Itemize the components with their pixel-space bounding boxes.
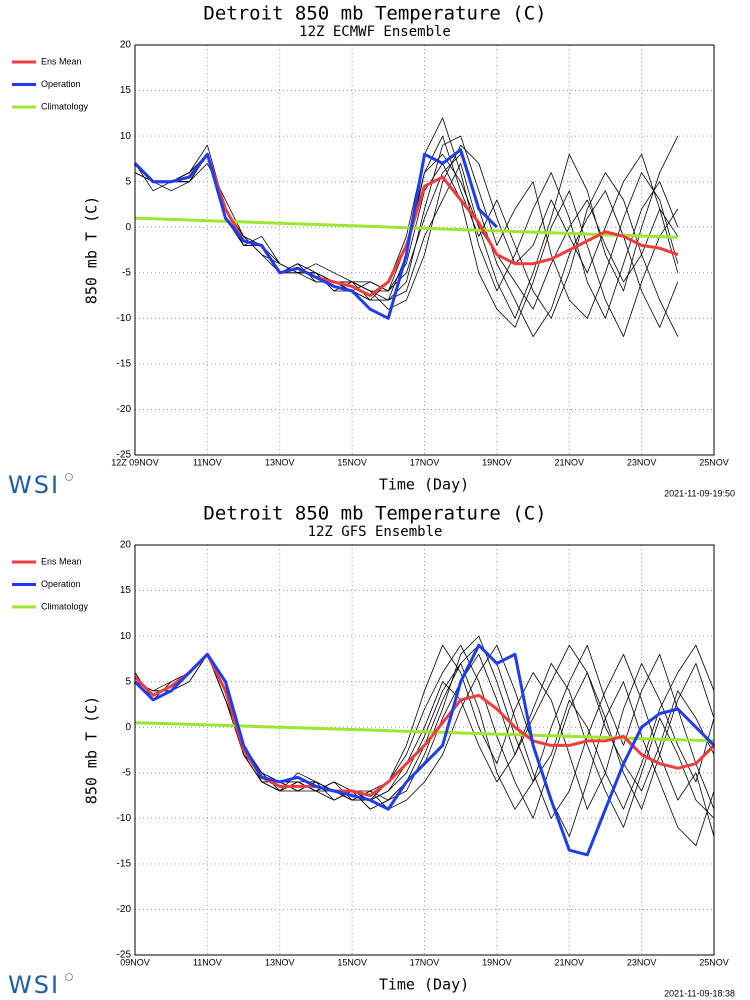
- y-tick-label: -15: [117, 859, 132, 870]
- logo: WSI: [8, 971, 60, 999]
- x-tick-label: 23NOV: [627, 957, 657, 967]
- y-tick-label: 15: [120, 85, 132, 96]
- y-tick-label: -10: [117, 313, 132, 324]
- x-tick-label: 17NOV: [410, 957, 440, 967]
- x-tick-label: 13NOV: [265, 457, 295, 467]
- legend-label: Climatology: [41, 601, 89, 611]
- timestamp: 2021-11-09-18:38: [664, 988, 735, 998]
- chart-subtitle: 12Z GFS Ensemble: [308, 524, 443, 540]
- y-tick-label: 20: [120, 40, 132, 51]
- x-tick-label: 21NOV: [554, 957, 584, 967]
- y-tick-label: 10: [120, 631, 132, 642]
- y-tick-label: 20: [120, 540, 132, 551]
- x-tick-label: 12Z 09NOV: [111, 457, 159, 467]
- member-line: [134, 635, 715, 810]
- y-tick-label: 0: [125, 222, 131, 233]
- legend-label: Operation: [41, 579, 81, 589]
- y-tick-label: -10: [117, 813, 132, 824]
- series-line: [133, 148, 498, 320]
- x-tick-label: 15NOV: [337, 457, 367, 467]
- logo-mark: [65, 473, 73, 481]
- plot-frame: [134, 44, 715, 456]
- x-tick-label: 19NOV: [482, 957, 512, 967]
- y-tick-label: -5: [122, 267, 131, 278]
- y-axis-title: 850 mb T (C): [83, 196, 101, 304]
- member-line: [134, 644, 715, 801]
- x-tick-label: 19NOV: [482, 457, 512, 467]
- timestamp: 2021-11-09-19:50: [664, 488, 735, 498]
- legend-label: Ens Mean: [41, 56, 82, 66]
- y-tick-label: 5: [125, 176, 131, 187]
- series-line: [133, 652, 716, 798]
- member-line: [134, 163, 679, 337]
- series-line: [134, 216, 678, 239]
- y-tick-label: -5: [122, 767, 131, 778]
- x-tick-label: 11NOV: [193, 457, 222, 467]
- x-axis-title: Time (Day): [379, 976, 469, 994]
- legend-label: Ens Mean: [41, 556, 82, 566]
- chart-title: Detroit 850 mb Temperature (C): [203, 3, 546, 25]
- x-tick-label: 09NOV: [120, 957, 150, 967]
- x-tick-label: 25NOV: [699, 457, 729, 467]
- y-tick-label: -15: [117, 359, 132, 370]
- x-tick-label: 15NOV: [337, 957, 367, 967]
- chart-subtitle: 12Z ECMWF Ensemble: [299, 24, 451, 40]
- series-line: [133, 152, 679, 298]
- y-tick-label: -20: [117, 904, 132, 915]
- x-tick-label: 17NOV: [410, 457, 440, 467]
- y-tick-label: 10: [120, 131, 132, 142]
- x-tick-label: 21NOV: [554, 457, 584, 467]
- x-tick-label: 25NOV: [699, 957, 729, 967]
- member-line: [134, 644, 715, 810]
- y-tick-label: -25: [117, 450, 132, 461]
- x-tick-label: 11NOV: [193, 957, 222, 967]
- y-tick-label: 5: [125, 676, 131, 687]
- x-tick-label: 23NOV: [627, 457, 657, 467]
- legend-label: Operation: [41, 79, 81, 89]
- member-line: [134, 117, 679, 319]
- chart-title: Detroit 850 mb Temperature (C): [203, 503, 546, 525]
- x-axis-title: Time (Day): [379, 476, 469, 494]
- y-axis-title: 850 mb T (C): [83, 696, 101, 804]
- y-tick-label: 15: [120, 585, 132, 596]
- y-tick-label: -25: [117, 950, 132, 961]
- y-tick-label: -20: [117, 404, 132, 415]
- x-tick-label: 13NOV: [265, 957, 295, 967]
- plot-frame: [134, 544, 715, 956]
- legend-label: Climatology: [41, 101, 89, 111]
- logo-mark: [65, 973, 73, 981]
- y-tick-label: 0: [125, 722, 131, 733]
- series-line: [133, 643, 716, 857]
- logo: WSI: [8, 471, 60, 499]
